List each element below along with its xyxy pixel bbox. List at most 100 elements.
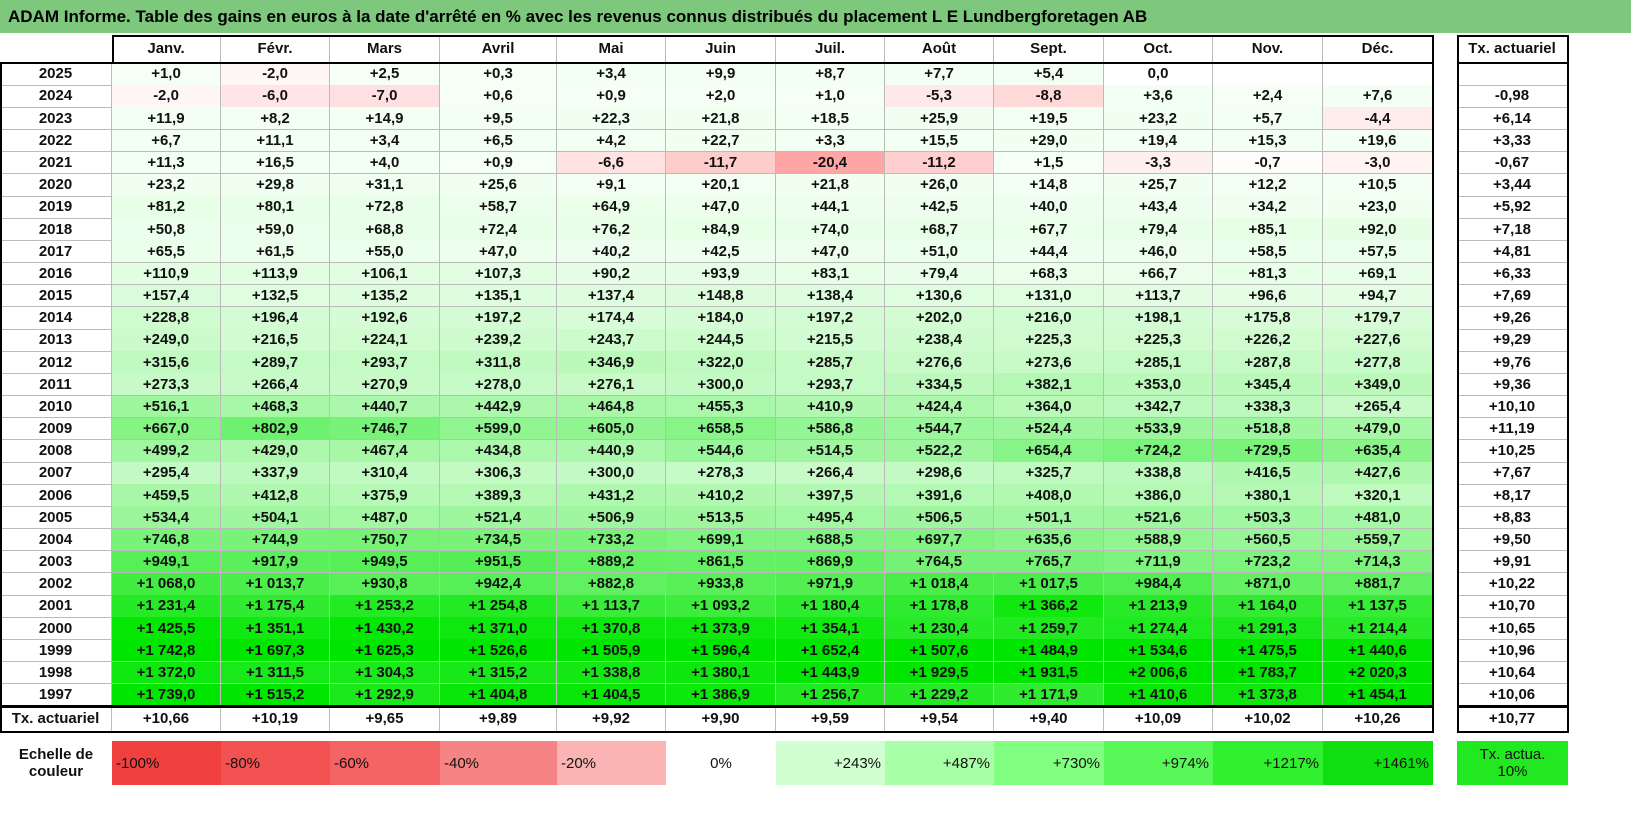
gain-cell: +113,7 (1104, 284, 1213, 308)
gain-cell: +408,0 (994, 484, 1104, 507)
gain-cell: +971,9 (776, 572, 885, 596)
year: 1999 (0, 639, 112, 663)
year: 2018 (0, 218, 112, 241)
gain-cell: +1 351,1 (221, 617, 330, 640)
gain-cell: +225,3 (1104, 329, 1213, 352)
tx-cell: +9,91 (1457, 550, 1568, 574)
gain-cell (1323, 63, 1433, 86)
legend-item: +1217% (1213, 741, 1323, 785)
year: 2014 (0, 306, 112, 330)
gain-cell: +106,1 (330, 262, 440, 286)
year: 2010 (0, 395, 112, 419)
gain-cell: +1 443,9 (776, 661, 885, 685)
year: 2016 (0, 262, 112, 286)
gain-cell: +1 929,5 (885, 661, 994, 685)
gain-cell: +586,8 (776, 417, 885, 441)
gain-cell: +79,4 (885, 262, 994, 286)
gain-cell: +1 354,1 (776, 617, 885, 640)
gain-cell: +3,4 (557, 63, 666, 86)
gain-cell: +225,3 (994, 329, 1104, 352)
gain-cell: +765,7 (994, 550, 1104, 574)
gain-cell: +942,4 (440, 572, 557, 596)
gain-cell: +0,9 (557, 85, 666, 108)
year: 2007 (0, 462, 112, 485)
legend-item: +487% (885, 741, 994, 785)
gain-cell: +495,4 (776, 506, 885, 530)
gain-cell: +1 386,9 (666, 683, 776, 707)
gain-cell: +1 230,4 (885, 617, 994, 640)
gain-cell: +635,6 (994, 528, 1104, 552)
gain-cell: +19,5 (994, 107, 1104, 130)
month-header: Sept. (994, 35, 1104, 63)
footer-cell: +9,90 (666, 705, 776, 733)
gain-cell: +93,9 (666, 262, 776, 286)
gain-cell: +711,9 (1104, 550, 1213, 574)
gain-cell: +434,8 (440, 439, 557, 463)
gain-cell: +293,7 (776, 373, 885, 397)
gain-cell: +81,2 (112, 196, 221, 219)
gain-cell: +349,0 (1323, 373, 1433, 397)
gain-cell: +1 652,4 (776, 639, 885, 663)
gain-cell: +64,9 (557, 196, 666, 219)
gain-cell: +196,4 (221, 306, 330, 330)
gain-cell: +68,7 (885, 218, 994, 241)
tx-header: Tx. actuariel (1457, 35, 1568, 63)
gain-cell: +440,9 (557, 439, 666, 463)
gain-cell: +273,3 (112, 373, 221, 397)
gain-cell: +479,0 (1323, 417, 1433, 441)
gain-cell: +1 507,6 (885, 639, 994, 663)
gain-cell: +442,9 (440, 395, 557, 419)
gain-cell: +506,5 (885, 506, 994, 530)
gain-cell: +238,4 (885, 329, 994, 352)
gain-cell: +949,5 (330, 550, 440, 574)
gain-cell: +72,4 (440, 218, 557, 241)
gain-cell: +391,6 (885, 484, 994, 507)
gain-cell: +47,0 (776, 240, 885, 264)
gain-cell: +55,0 (330, 240, 440, 264)
gain-cell: +1 430,2 (330, 617, 440, 640)
gain-cell: +227,6 (1323, 329, 1433, 352)
gain-cell: +560,5 (1213, 528, 1323, 552)
year: 2004 (0, 528, 112, 552)
gain-cell: +14,9 (330, 107, 440, 130)
gain-cell: +138,4 (776, 284, 885, 308)
year: 2020 (0, 173, 112, 197)
footer-cell: +10,26 (1323, 705, 1433, 733)
gain-cell: +197,2 (776, 306, 885, 330)
gain-cell: +1,0 (776, 85, 885, 108)
gain-cell: +1 214,4 (1323, 617, 1433, 640)
gain-cell: +654,4 (994, 439, 1104, 463)
gain-cell: -6,0 (221, 85, 330, 108)
gain-cell: +984,4 (1104, 572, 1213, 596)
gain-cell: +16,5 (221, 151, 330, 175)
gain-cell: +96,6 (1213, 284, 1323, 308)
gain-cell: +467,4 (330, 439, 440, 463)
gain-cell: +311,8 (440, 351, 557, 374)
gain-cell: +1 256,7 (776, 683, 885, 707)
gain-cell: +353,0 (1104, 373, 1213, 397)
gain-cell: +40,0 (994, 196, 1104, 219)
gain-cell: +464,8 (557, 395, 666, 419)
title: ADAM Informe. Table des gains en euros à… (0, 0, 1631, 33)
legend-item: -100% (112, 741, 221, 785)
gain-cell: +521,6 (1104, 506, 1213, 530)
gain-cell: +44,1 (776, 196, 885, 219)
gain-cell: +130,6 (885, 284, 994, 308)
gain-cell: -5,3 (885, 85, 994, 108)
gain-cell: +1 515,2 (221, 683, 330, 707)
gain-cell: +734,5 (440, 528, 557, 552)
tx-cell: +3,33 (1457, 129, 1568, 153)
gain-cell: +175,8 (1213, 306, 1323, 330)
gain-cell: +534,4 (112, 506, 221, 530)
footer-cell: +10,66 (112, 705, 221, 733)
tx-cell: +10,70 (1457, 595, 1568, 618)
gain-cell: +228,8 (112, 306, 221, 330)
gain-cell: +389,3 (440, 484, 557, 507)
gain-cell: +338,8 (1104, 462, 1213, 485)
gain-cell: +90,2 (557, 262, 666, 286)
gain-cell: +58,5 (1213, 240, 1323, 264)
gain-cell: +1 178,8 (885, 595, 994, 618)
gain-cell: +66,7 (1104, 262, 1213, 286)
year: 2012 (0, 351, 112, 374)
tx-cell: -0,67 (1457, 151, 1568, 175)
